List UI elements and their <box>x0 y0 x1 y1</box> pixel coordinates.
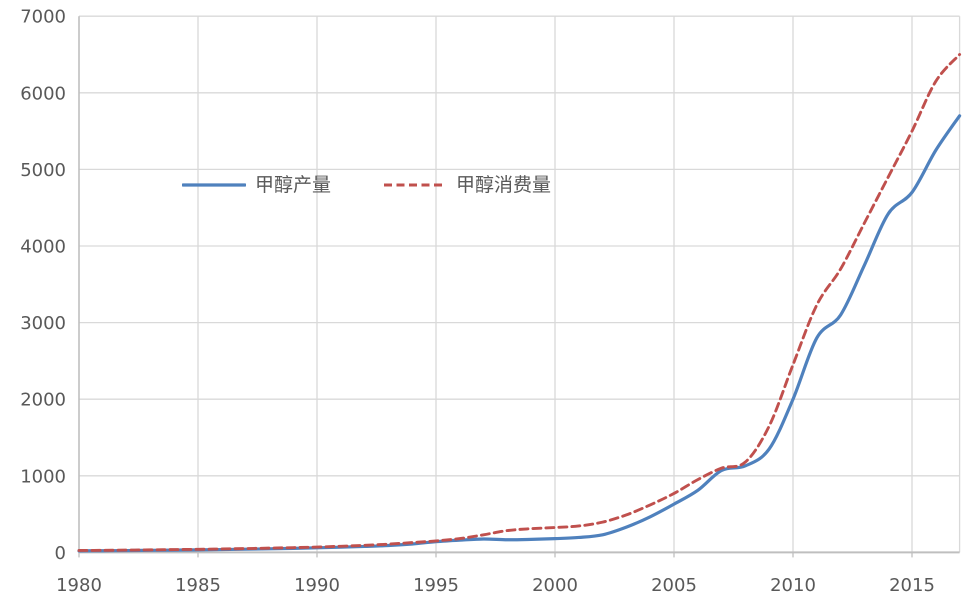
chart-legend: 甲醇产量 甲醇消费量 <box>182 173 551 197</box>
x-tick-label-2010: 2010 <box>770 575 816 596</box>
legend-item-consumption: 甲醇消费量 <box>383 173 551 197</box>
legend-label-consumption: 甲醇消费量 <box>456 174 552 196</box>
production-line-swatch <box>182 183 246 187</box>
x-tick-label-2015: 2015 <box>889 575 935 596</box>
y-tick-label-6000: 6000 <box>20 83 66 104</box>
legend-label-production: 甲醇产量 <box>255 174 332 196</box>
y-tick-label-2000: 2000 <box>20 390 66 411</box>
y-tick-label-4000: 4000 <box>20 237 66 258</box>
consumption-line <box>77 53 962 552</box>
x-tick-label-1995: 1995 <box>413 575 459 596</box>
y-tick-label-7000: 7000 <box>20 7 66 28</box>
legend-item-production: 甲醇产量 <box>182 173 331 197</box>
consumption-line-swatch <box>384 183 447 187</box>
y-tick-label-1000: 1000 <box>20 466 66 487</box>
x-tick-label-1985: 1985 <box>175 575 221 596</box>
y-tick-label-5000: 5000 <box>20 160 66 181</box>
x-tick-label-1980: 1980 <box>56 575 102 596</box>
x-tick-label-1990: 1990 <box>294 575 340 596</box>
x-tick-label-2005: 2005 <box>651 575 697 596</box>
x-tick-label-2000: 2000 <box>532 575 578 596</box>
y-tick-label-3000: 3000 <box>20 313 66 334</box>
y-tick-label-0: 0 <box>55 543 66 564</box>
